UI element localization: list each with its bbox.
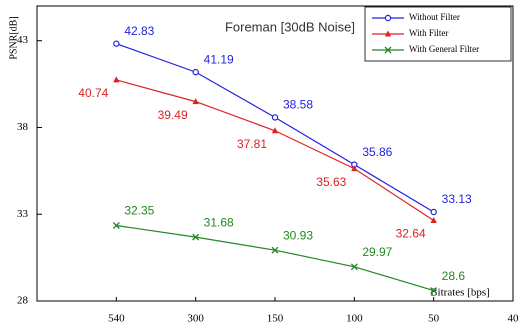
x-axis-label: Bitrates [bps] (430, 287, 490, 299)
data-point (430, 216, 437, 223)
data-point (350, 263, 358, 271)
data-label: 39.49 (158, 108, 188, 122)
y-tick-label: 33 (17, 208, 29, 220)
legend-label: With General Filter (409, 44, 479, 54)
data-label: 38.58 (283, 98, 313, 112)
x-tick-label: 300 (187, 313, 204, 325)
data-point (113, 76, 120, 83)
y-tick-label: 28 (17, 295, 29, 307)
x-tick-label: 100 (346, 313, 363, 325)
data-label: 29.97 (362, 245, 392, 259)
legend-marker (384, 46, 392, 54)
data-label: 28.6 (442, 269, 466, 283)
legend-marker (384, 30, 392, 37)
y-tick-label: 43 (17, 34, 29, 46)
x-tick-label: 50 (428, 313, 440, 325)
y-axis-label: PSNR[dB] (8, 16, 19, 59)
legend-marker (384, 14, 392, 22)
data-point (192, 233, 200, 241)
data-label: 33.13 (442, 192, 472, 206)
data-point (430, 287, 438, 295)
data-label: 37.81 (237, 137, 267, 151)
data-label: 32.35 (124, 204, 154, 218)
data-label: 32.64 (396, 227, 426, 241)
data-point (112, 222, 120, 229)
x-tick-label: 540 (108, 313, 125, 325)
data-label: 30.93 (283, 228, 313, 242)
data-point (192, 98, 199, 105)
data-label: 35.86 (362, 145, 392, 159)
chart-title: Foreman [30dB Noise] (225, 19, 355, 34)
legend-label: With Filter (409, 28, 448, 38)
data-label: 35.63 (316, 175, 346, 189)
data-label: 42.83 (124, 24, 154, 38)
data-point (271, 114, 279, 121)
x-tick-label: 40 (508, 313, 520, 325)
data-point (113, 40, 120, 47)
y-tick-label: 38 (17, 121, 29, 133)
data-label: 41.19 (204, 52, 234, 66)
data-point (430, 208, 437, 216)
data-point (271, 246, 279, 254)
data-label: 31.68 (204, 215, 234, 229)
legend-label: Without Filter (409, 12, 460, 22)
data-point (192, 68, 199, 76)
x-tick-label: 150 (267, 313, 284, 325)
data-point (271, 127, 279, 134)
data-label: 40.74 (78, 86, 108, 100)
data-point (351, 165, 358, 172)
